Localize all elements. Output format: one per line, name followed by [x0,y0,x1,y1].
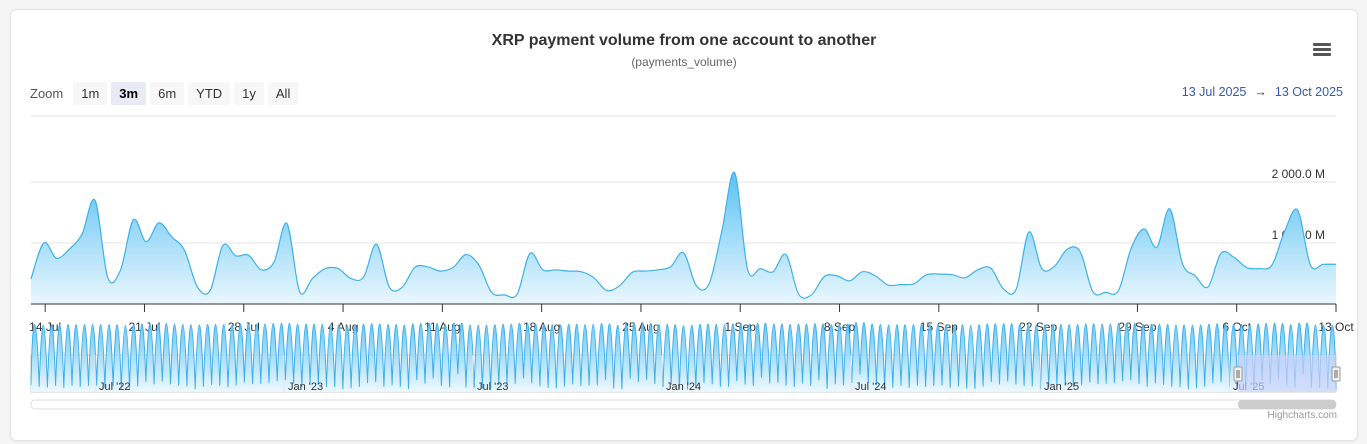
navigator-handle-right[interactable] [1331,366,1341,382]
hamburger-menu-icon[interactable] [1313,43,1331,57]
navigator-tick-label: Jan '24 [666,381,701,393]
zoom-button-1y[interactable]: 1y [234,82,264,105]
navigator-tick-label: Jul '23 [477,381,508,393]
y-tick-label: 2 000.0 M [1272,167,1325,181]
scrollbar-thumb[interactable] [1238,400,1336,409]
navigator-tick-label: Jan '23 [288,381,323,393]
date-range: 13 Jul 2025 → 13 Oct 2025 [1182,85,1343,99]
x-tick-label: 13 Oct [1318,320,1354,334]
chart-container: XRP payment volume from one account to a… [10,9,1358,441]
scrollbar-track[interactable] [30,399,1337,410]
navigator-tick-label: Jul '24 [855,381,886,393]
range-from-input[interactable]: 13 Jul 2025 [1181,85,1247,99]
zoom-button-6m[interactable]: 6m [150,82,185,105]
zoom-button-1m[interactable]: 1m [73,82,108,105]
navigator-tick-label: Jul '22 [99,381,130,393]
series-area [31,172,1336,304]
zoom-button-3m[interactable]: 3m [111,82,147,105]
x-tick-label: 11 Aug [424,320,460,334]
zoom-selector: Zoom 1m 3m 6m YTD 1y All [30,82,299,105]
x-tick-label: 28 Jul [228,320,260,334]
x-tick-label: 4 Aug [328,320,359,334]
zoom-label: Zoom [30,86,64,101]
chart-title: XRP payment volume from one account to a… [491,32,877,49]
x-tick-label: 6 Oct [1222,320,1251,334]
navigator-selection [1238,355,1336,392]
series-line [30,171,1337,299]
navigator-line [30,322,1337,390]
range-arrow-icon: → [1254,85,1267,99]
highcharts-credit[interactable]: Highcharts.com [1267,410,1337,421]
zoom-button-ytd[interactable]: YTD [188,82,231,105]
chart-subtitle: (payments_volume) [631,55,737,69]
zoom-button-all[interactable]: All [267,82,299,105]
range-to-input[interactable]: 13 Oct 2025 [1274,85,1343,99]
x-tick-label: 21 Jul [128,320,160,334]
navigator-handle-left[interactable] [1233,366,1243,382]
navigator-tick-label: Jan '25 [1044,381,1079,393]
